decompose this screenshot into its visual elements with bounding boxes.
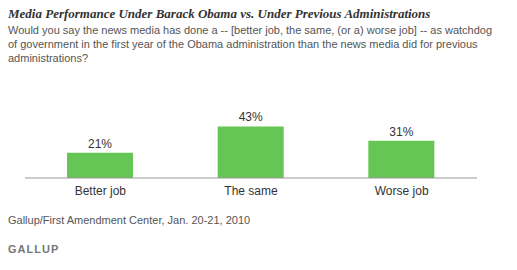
svg-text:Worse job: Worse job xyxy=(375,184,429,198)
html-text:Would you say the news media h: Would you say the news media has done a … xyxy=(8,24,492,64)
svg-text:31%: 31% xyxy=(389,125,413,139)
svg-text:21%: 21% xyxy=(88,137,112,151)
html-text:Media Performance Under Barack: Media Performance Under Barack Obama vs.… xyxy=(8,6,431,21)
html-text:Gallup/First Amendment Center,: Gallup/First Amendment Center, Jan. 20-2… xyxy=(8,214,251,226)
html-text:GALLUP: GALLUP xyxy=(8,243,60,255)
svg-text:The same: The same xyxy=(224,184,278,198)
svg-text:Better job: Better job xyxy=(75,184,127,198)
svg-text:43%: 43% xyxy=(239,110,263,124)
